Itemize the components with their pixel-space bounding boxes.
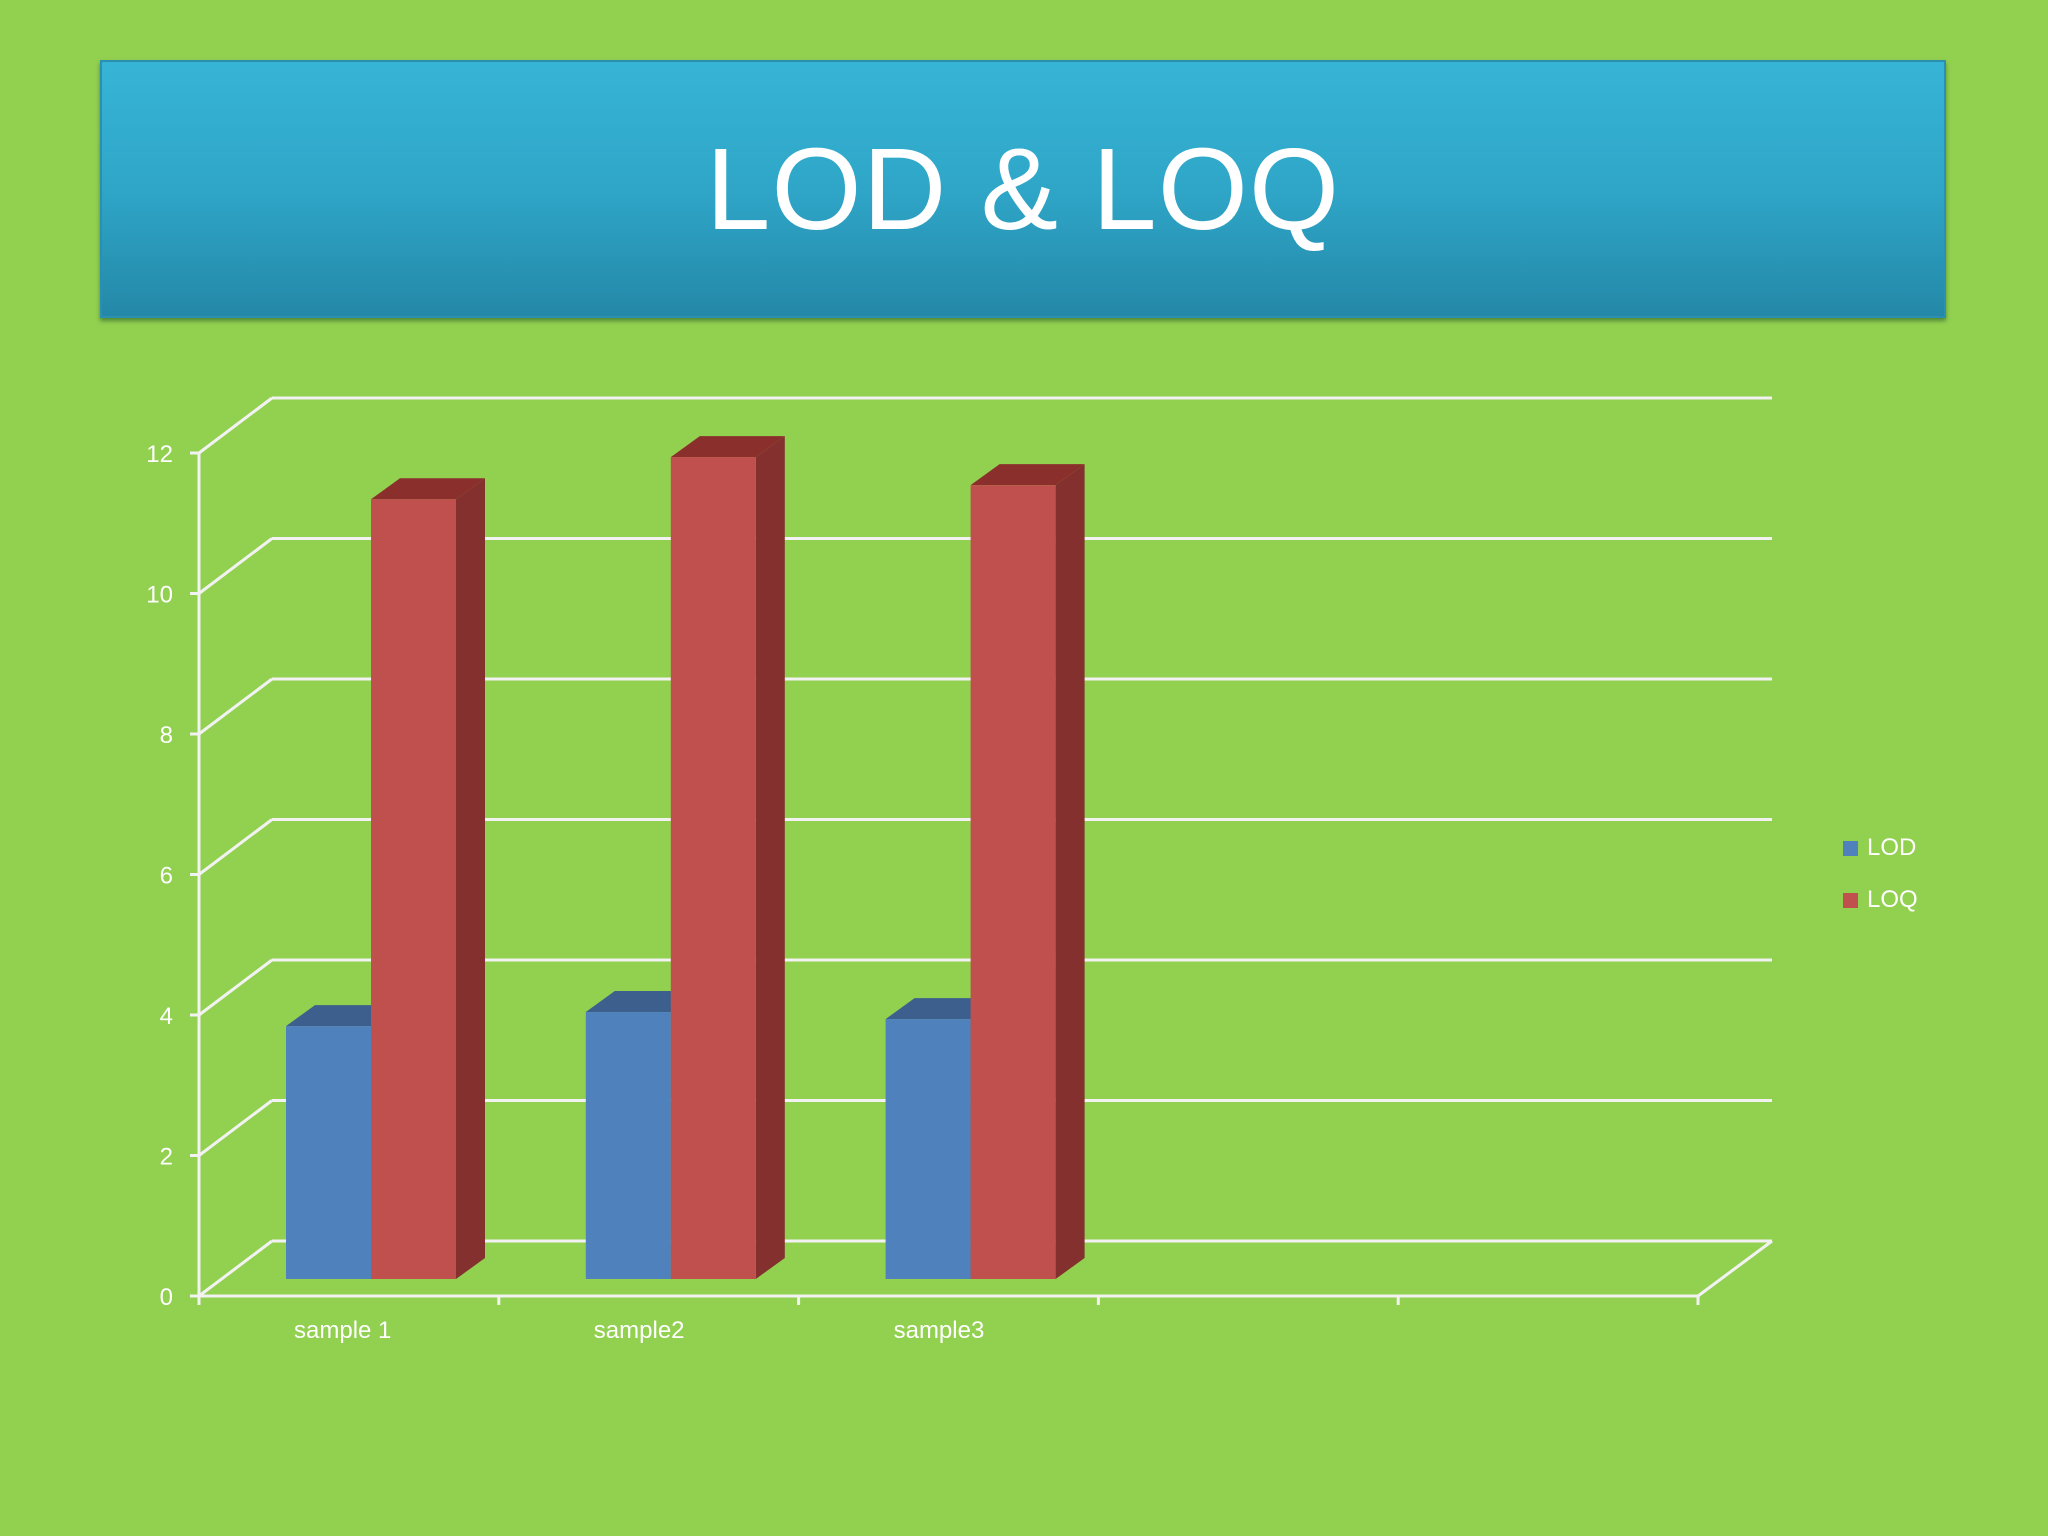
bar-front — [371, 499, 456, 1280]
gridline-depth — [198, 958, 273, 1017]
x-tick-label: sample2 — [594, 1317, 685, 1344]
bar-loq-1 — [371, 478, 485, 1280]
gridline-depth — [198, 1099, 273, 1157]
title-banner: LOD & LOQ — [100, 60, 1946, 318]
y-tick-label: 4 — [160, 1003, 173, 1030]
legend-item-lod: LOD — [1843, 822, 1918, 874]
chart-axes — [190, 451, 1773, 1305]
bar-front — [585, 1012, 671, 1279]
bar-front — [670, 457, 756, 1279]
bar-loq-2 — [670, 436, 785, 1279]
slide-title: LOD & LOQ — [705, 124, 1341, 254]
gridline-depth — [198, 396, 273, 455]
bar-top — [371, 478, 485, 500]
y-tick-label: 2 — [160, 1144, 173, 1171]
x-tick-label: sample 1 — [294, 1317, 391, 1344]
chart-labels: 0 2 4 6 8 10 12 sample 1 sample2 sample3 — [146, 441, 984, 1344]
chart-bars — [286, 436, 1085, 1280]
gridline-depth — [198, 818, 273, 876]
x-tick-label: sample3 — [894, 1317, 985, 1344]
bar-loq-3 — [970, 464, 1085, 1279]
y-tick-label: 10 — [146, 582, 173, 609]
legend-label-loq: LOQ — [1867, 886, 1918, 913]
legend-swatch-loq — [1843, 892, 1858, 908]
chart-legend: LOD LOQ — [1843, 822, 1918, 926]
legend-swatch-lod — [1843, 840, 1858, 856]
bar-top — [670, 436, 785, 458]
bar-front — [970, 485, 1056, 1279]
bar-top — [970, 464, 1085, 486]
y-tick-label: 0 — [160, 1284, 173, 1311]
bar-side — [456, 478, 485, 1280]
legend-label-lod: LOD — [1867, 834, 1917, 861]
gridline-depth — [198, 1239, 273, 1298]
bar-side — [1055, 464, 1085, 1279]
gridline-depth — [198, 677, 273, 736]
bar-front — [885, 1019, 971, 1279]
y-tick-label: 12 — [146, 441, 173, 468]
bar-front — [286, 1026, 371, 1279]
y-tick-label: 8 — [160, 722, 173, 749]
floor-edge — [1697, 1239, 1773, 1298]
gridline-depth — [198, 537, 273, 595]
legend-item-loq: LOQ — [1843, 874, 1918, 926]
y-tick-label: 6 — [160, 863, 173, 890]
bar-side — [755, 436, 785, 1279]
